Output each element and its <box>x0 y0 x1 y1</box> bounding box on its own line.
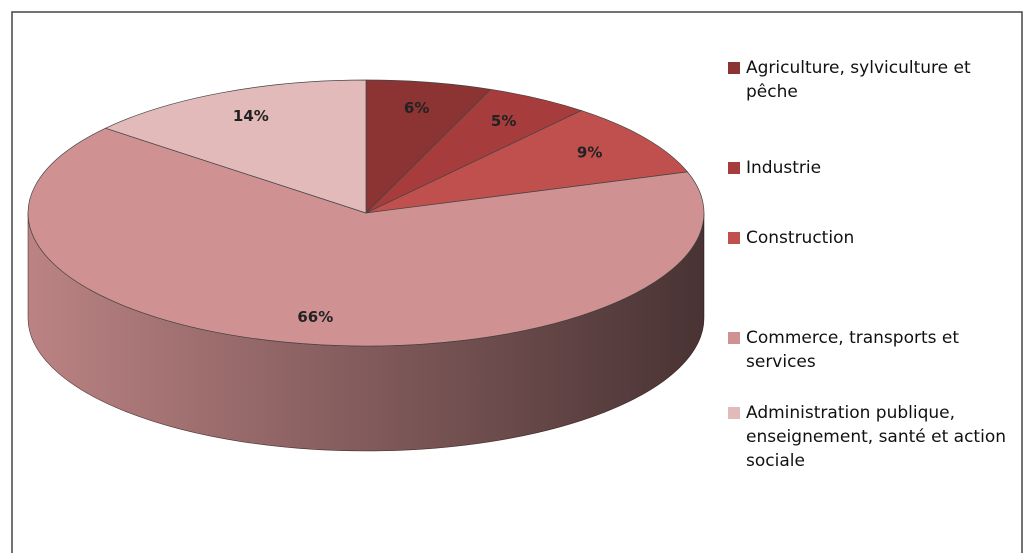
frame <box>11 11 1023 553</box>
slice <box>365 110 689 214</box>
legend-label: Administration publique, enseignement, s… <box>746 403 1006 471</box>
data-label: 66% <box>297 308 333 326</box>
data-label: 14% <box>233 107 269 125</box>
legend-swatch <box>728 407 740 419</box>
slice <box>104 79 367 214</box>
legend-label: Construction <box>746 228 855 248</box>
legend-item: Administration publique, enseignement, s… <box>728 401 1018 473</box>
data-label: 6% <box>404 99 429 117</box>
legend-item: Agriculture, sylviculture et pêche <box>728 56 1018 104</box>
legend-swatch <box>728 332 740 344</box>
legend-swatch <box>728 232 740 244</box>
legend-swatch <box>728 162 740 174</box>
legend-label: Industrie <box>746 158 822 178</box>
legend-item: Construction <box>728 226 854 250</box>
legend-item: Industrie <box>728 156 821 180</box>
slice <box>27 127 705 347</box>
legend-swatch <box>728 62 740 74</box>
legend-label: Agriculture, sylviculture et pêche <box>746 58 971 102</box>
slice-side-shade <box>28 213 704 451</box>
data-label: 9% <box>577 144 602 162</box>
legend-item: Commerce, transports et services <box>728 326 1018 374</box>
slice <box>365 79 492 214</box>
data-label: 5% <box>491 112 516 130</box>
legend-label: Commerce, transports et services <box>746 328 960 372</box>
